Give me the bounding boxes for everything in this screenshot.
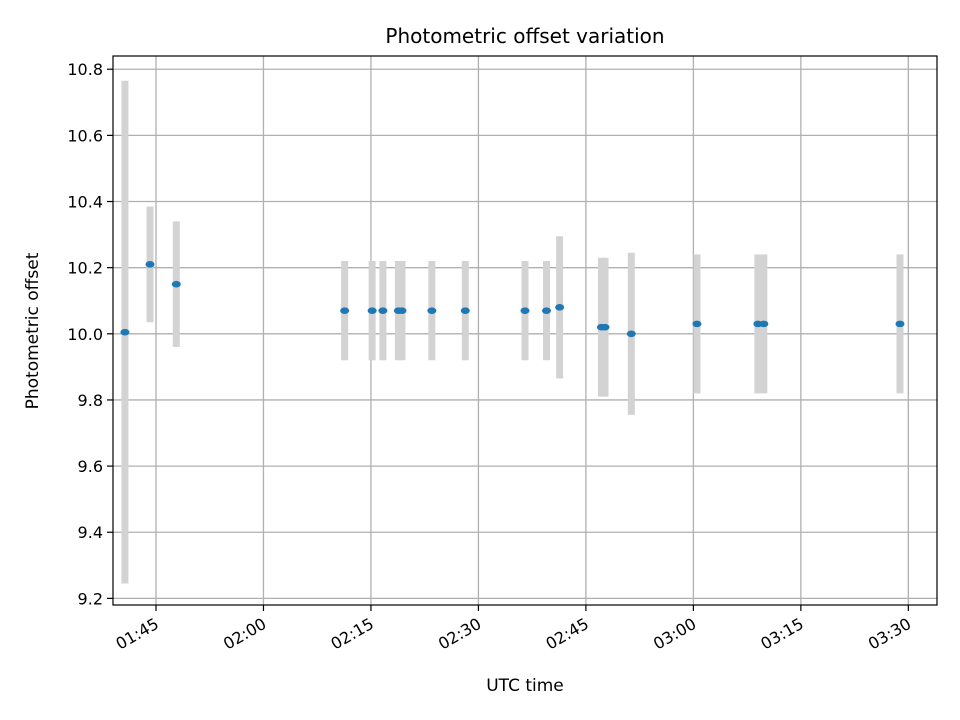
data-point bbox=[367, 307, 377, 314]
data-point bbox=[340, 307, 350, 314]
data-points bbox=[120, 261, 905, 338]
data-point bbox=[555, 304, 565, 311]
y-tick-label: 10.6 bbox=[67, 126, 103, 145]
plot-frame bbox=[112, 55, 938, 606]
data-point bbox=[541, 307, 551, 314]
y-tick-label: 9.6 bbox=[78, 457, 103, 476]
y-tick-label: 10.2 bbox=[67, 259, 103, 278]
data-point bbox=[759, 320, 769, 328]
data-point bbox=[397, 307, 407, 314]
data-point bbox=[520, 307, 530, 314]
y-tick-label: 9.8 bbox=[78, 391, 103, 410]
data-point bbox=[692, 320, 702, 328]
data-point bbox=[460, 307, 470, 314]
data-point bbox=[120, 328, 130, 336]
y-tick-label: 9.2 bbox=[78, 589, 103, 608]
data-point bbox=[626, 330, 636, 338]
x-axis-title: UTC time bbox=[486, 676, 564, 696]
data-point bbox=[171, 280, 181, 288]
y-tick-label: 10.4 bbox=[67, 193, 103, 212]
data-point bbox=[600, 323, 610, 331]
y-axis-ticks: 9.2 9.4 9.6 9.8 10.0 10.2 10.4 10.6 10.8 bbox=[67, 60, 113, 608]
y-tick-label: 9.4 bbox=[78, 523, 103, 542]
y-axis-title: Photometric offset bbox=[23, 252, 43, 409]
y-tick-label: 10.0 bbox=[67, 325, 103, 344]
y-tick-label: 10.8 bbox=[67, 60, 103, 79]
data-point bbox=[895, 320, 905, 328]
chart-title: Photometric offset variation bbox=[385, 24, 664, 48]
data-point bbox=[427, 307, 437, 314]
data-point bbox=[145, 261, 155, 268]
data-point bbox=[378, 307, 388, 314]
